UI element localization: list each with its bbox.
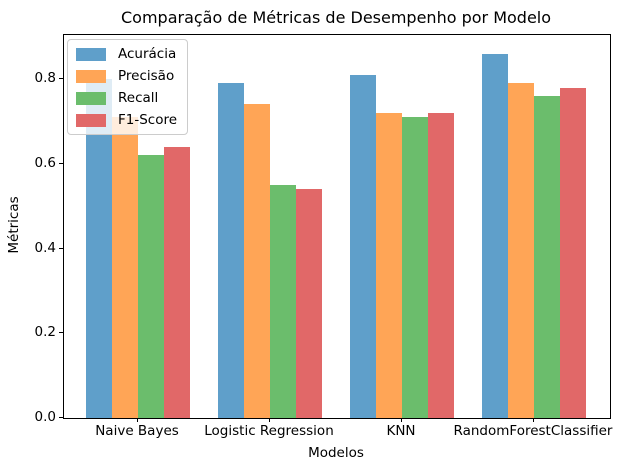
y-tick-label: 0.8 bbox=[34, 70, 56, 86]
y-tick-label: 0.0 bbox=[34, 409, 56, 425]
bar-precis-o-randomforestclassifier bbox=[508, 83, 534, 418]
bar-f1-score-knn bbox=[428, 113, 454, 418]
x-tick-label-logistic-regression: Logistic Regression bbox=[204, 423, 334, 439]
bar-acur-cia-naive-bayes bbox=[86, 79, 112, 418]
bar-precis-o-logistic-regression bbox=[244, 104, 270, 418]
x-tick-mark bbox=[401, 418, 402, 422]
legend-swatch-f1-score bbox=[76, 113, 106, 127]
legend-swatch-acur-cia bbox=[76, 47, 106, 61]
legend-row-acur-cia: Acurácia bbox=[76, 47, 177, 61]
x-tick-mark bbox=[533, 418, 534, 422]
legend-row-f1-score: F1-Score bbox=[76, 113, 177, 127]
bar-recall-randomforestclassifier bbox=[534, 96, 560, 418]
bar-f1-score-randomforestclassifier bbox=[560, 88, 586, 418]
bar-acur-cia-logistic-regression bbox=[218, 83, 244, 418]
legend-label: Recall bbox=[118, 90, 159, 106]
y-tick-label: 0.2 bbox=[34, 324, 56, 340]
bar-recall-knn bbox=[402, 117, 428, 418]
y-tick-mark bbox=[59, 163, 63, 164]
legend-label: Acurácia bbox=[118, 46, 177, 62]
bar-f1-score-logistic-regression bbox=[296, 189, 322, 418]
y-tick-label: 0.6 bbox=[34, 155, 56, 171]
legend-label: F1-Score bbox=[118, 112, 178, 128]
legend-row-precis-o: Precisão bbox=[76, 69, 177, 83]
legend-swatch-recall bbox=[76, 91, 106, 105]
x-tick-label-knn: KNN bbox=[386, 423, 416, 439]
legend-label: Precisão bbox=[118, 68, 175, 84]
bar-precis-o-naive-bayes bbox=[112, 117, 138, 418]
x-axis-label: Modelos bbox=[308, 445, 364, 461]
plot-area: Acurácia Precisão Recall F1-Score bbox=[63, 34, 611, 419]
y-tick-label: 0.4 bbox=[34, 240, 56, 256]
bar-acur-cia-randomforestclassifier bbox=[482, 54, 508, 418]
x-tick-label-randomforestclassifier: RandomForestClassifier bbox=[453, 423, 613, 439]
legend: Acurácia Precisão Recall F1-Score bbox=[67, 39, 189, 135]
bar-recall-naive-bayes bbox=[138, 155, 164, 418]
y-tick-mark bbox=[59, 332, 63, 333]
bar-recall-logistic-regression bbox=[270, 185, 296, 418]
chart-title: Comparação de Métricas de Desempenho por… bbox=[120, 8, 552, 27]
y-tick-mark bbox=[59, 78, 63, 79]
bar-precis-o-knn bbox=[376, 113, 402, 418]
legend-swatch-precis-o bbox=[76, 69, 106, 83]
bar-acur-cia-knn bbox=[350, 75, 376, 418]
legend-row-recall: Recall bbox=[76, 91, 177, 105]
y-tick-mark bbox=[59, 248, 63, 249]
bar-f1-score-naive-bayes bbox=[164, 147, 190, 418]
x-tick-mark bbox=[137, 418, 138, 422]
y-tick-mark bbox=[59, 417, 63, 418]
x-tick-label-naive-bayes: Naive Bayes bbox=[95, 423, 179, 439]
x-tick-mark bbox=[269, 418, 270, 422]
